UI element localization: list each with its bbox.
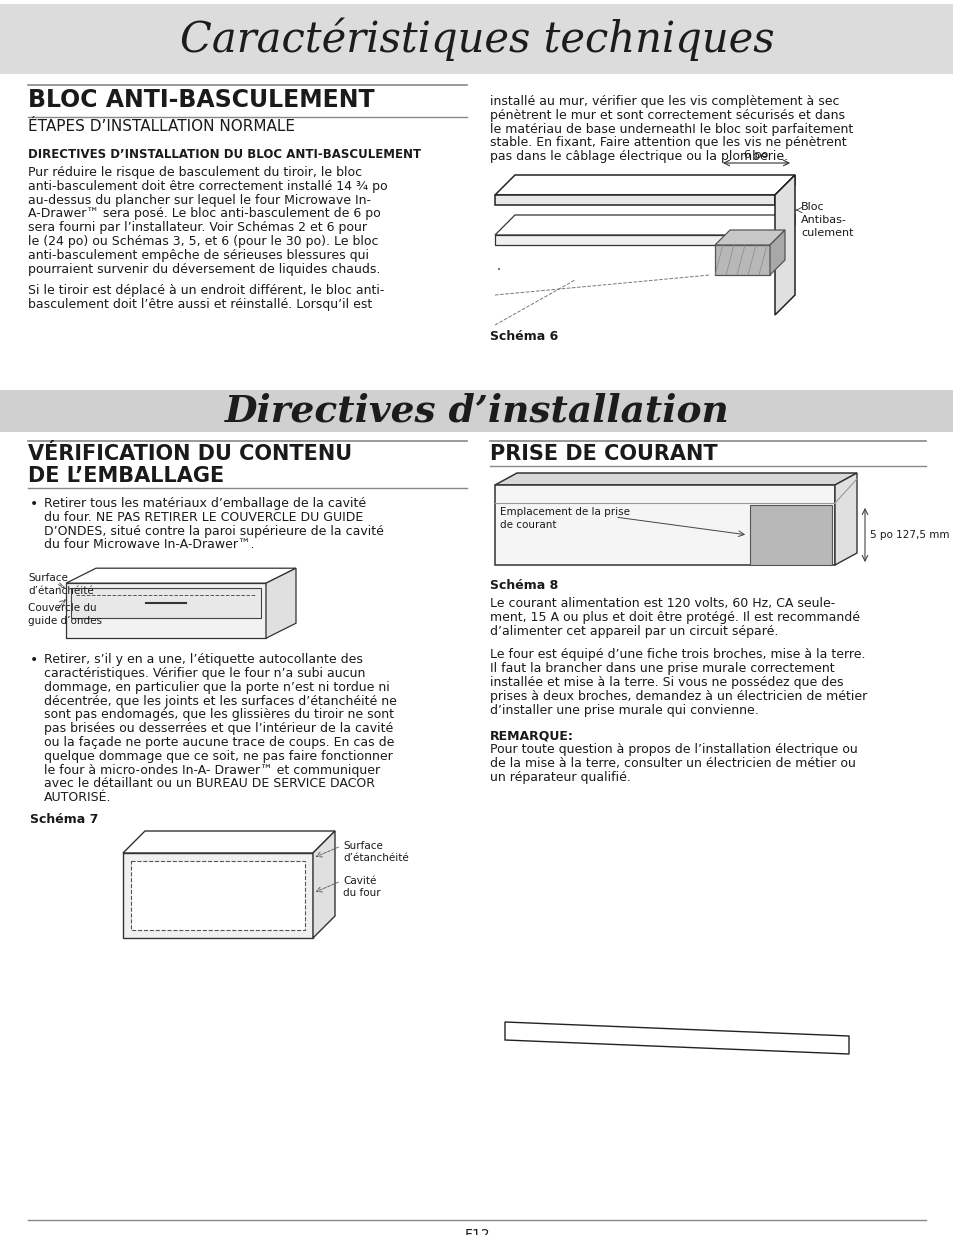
Polygon shape [749,505,831,564]
Text: Schéma 7: Schéma 7 [30,813,98,826]
Polygon shape [71,588,261,619]
Polygon shape [774,175,794,315]
Text: Surface
d’étanchéité: Surface d’étanchéité [28,573,93,595]
Text: ou la façade ne porte aucune trace de coups. En cas de: ou la façade ne porte aucune trace de co… [44,736,394,748]
Polygon shape [504,1023,848,1053]
Text: pas dans le câblage électrique ou la plomberie.: pas dans le câblage électrique ou la plo… [490,151,787,163]
Text: d’installer une prise murale qui convienne.: d’installer une prise murale qui convien… [490,704,758,716]
Text: sera fourni par l’installateur. Voir Schémas 2 et 6 pour: sera fourni par l’installateur. Voir Sch… [28,221,367,235]
Text: Bloc
Antibas-
culement: Bloc Antibas- culement [801,201,853,238]
Text: ment, 15 A ou plus et doit être protégé. Il est recommandé: ment, 15 A ou plus et doit être protégé.… [490,611,859,624]
Text: Schéma 8: Schéma 8 [490,579,558,592]
Text: du four Microwave In-A-Drawer™.: du four Microwave In-A-Drawer™. [44,538,254,551]
Text: F12: F12 [464,1228,489,1235]
Text: dommage, en particulier que la porte n’est ni tordue ni: dommage, en particulier que la porte n’e… [44,680,390,694]
Text: PRISE DE COURANT: PRISE DE COURANT [490,445,717,464]
Text: BLOC ANTI-BASCULEMENT: BLOC ANTI-BASCULEMENT [28,88,375,112]
Bar [0,390,953,432]
Text: A-Drawer™ sera posé. Le bloc anti-basculement de 6 po: A-Drawer™ sera posé. Le bloc anti-bascul… [28,207,380,220]
Text: de la mise à la terre, consulter un électricien de métier ou: de la mise à la terre, consulter un élec… [490,757,855,769]
Text: basculement doit l’être aussi et réinstallé. Lorsqu’il est: basculement doit l’être aussi et réinsta… [28,298,372,311]
Text: décentrée, que les joints et les surfaces d’étanchéité ne: décentrée, que les joints et les surface… [44,694,396,708]
Polygon shape [266,568,295,638]
Text: Schéma 6: Schéma 6 [490,330,558,343]
Text: Si le tiroir est déplacé à un endroit différent, le bloc anti-: Si le tiroir est déplacé à un endroit di… [28,284,384,296]
Polygon shape [774,175,794,205]
Polygon shape [495,485,834,564]
Polygon shape [123,853,313,939]
Text: un réparateur qualifié.: un réparateur qualifié. [490,771,630,784]
Text: D’ONDES, situé contre la paroi supérieure de la cavité: D’ONDES, situé contre la paroi supérieur… [44,525,383,537]
Polygon shape [714,245,769,275]
Text: du four. NE PAS RETIRER LE COUVERCLE DU GUIDE: du four. NE PAS RETIRER LE COUVERCLE DU … [44,511,363,524]
Polygon shape [774,215,794,245]
Polygon shape [714,230,784,245]
Text: Pour toute question à propos de l’installation électrique ou: Pour toute question à propos de l’instal… [490,743,857,756]
Text: Surface
d’étanchéité: Surface d’étanchéité [343,841,408,863]
Polygon shape [495,235,774,245]
Text: prises à deux broches, demandez à un électricien de métier: prises à deux broches, demandez à un éle… [490,690,866,703]
Text: Pur réduire le risque de basculement du tiroir, le bloc: Pur réduire le risque de basculement du … [28,165,362,179]
Text: anti-basculement empêche de sérieuses blessures qui: anti-basculement empêche de sérieuses bl… [28,248,369,262]
Text: Directives d’installation: Directives d’installation [224,393,729,430]
Text: sont pas endomagés, que les glissières du tiroir ne sont: sont pas endomagés, que les glissières d… [44,709,394,721]
Text: Il faut la brancher dans une prise murale correctement: Il faut la brancher dans une prise mural… [490,662,834,676]
Text: ÉTAPES D’INSTALLATION NORMALE: ÉTAPES D’INSTALLATION NORMALE [28,119,294,135]
Polygon shape [769,230,784,275]
Text: Caractéristiques techniques: Caractéristiques techniques [179,17,774,61]
Polygon shape [495,473,856,485]
Text: stable. En fixant, Faire attention que les vis ne pénètrent: stable. En fixant, Faire attention que l… [490,136,845,149]
Text: anti-basculement doit être correctement installé 14 ¾ po: anti-basculement doit être correctement … [28,180,387,193]
Polygon shape [495,215,794,235]
Text: le matériau de base underneathI le bloc soit parfaitement: le matériau de base underneathI le bloc … [490,122,852,136]
Text: Retirer, s’il y en a une, l’étiquette autocollante des: Retirer, s’il y en a une, l’étiquette au… [44,653,362,666]
Text: Le four est équipé d’une fiche trois broches, mise à la terre.: Le four est équipé d’une fiche trois bro… [490,648,864,662]
Text: REMARQUE:: REMARQUE: [490,730,574,742]
Polygon shape [834,473,856,564]
Text: installée et mise à la terre. Si vous ne possédez que des: installée et mise à la terre. Si vous ne… [490,676,842,689]
Polygon shape [313,831,335,939]
Polygon shape [495,195,774,205]
Text: Le courant alimentation est 120 volts, 60 Hz, CA seule-: Le courant alimentation est 120 volts, 6… [490,597,835,610]
Text: installé au mur, vérifier que les vis complètement à sec: installé au mur, vérifier que les vis co… [490,95,839,107]
Text: au-dessus du plancher sur lequel le four Microwave In-: au-dessus du plancher sur lequel le four… [28,194,371,206]
Text: caractéristiques. Vérifier que le four n’a subi aucun: caractéristiques. Vérifier que le four n… [44,667,365,680]
Text: avec le détaillant ou un BUREAU DE SERVICE DACOR: avec le détaillant ou un BUREAU DE SERVI… [44,777,375,790]
Bar [0,4,953,74]
Text: pénètrent le mur et sont correctement sécurisés et dans: pénètrent le mur et sont correctement sé… [490,109,844,122]
Text: DE L’EMBALLAGE: DE L’EMBALLAGE [28,466,224,487]
Text: Cavité
du four: Cavité du four [343,876,380,898]
Polygon shape [495,175,794,195]
Text: DIRECTIVES D’INSTALLATION DU BLOC ANTI-BASCULEMENT: DIRECTIVES D’INSTALLATION DU BLOC ANTI-B… [28,148,420,161]
Text: Emplacement de la prise
de courant: Emplacement de la prise de courant [499,508,629,530]
Text: AUTORISÉ.: AUTORISÉ. [44,792,112,804]
Text: le four à micro-ondes In-A- Drawer™ et communiquer: le four à micro-ondes In-A- Drawer™ et c… [44,763,379,777]
Text: pourraient survenir du déversement de liquides chauds.: pourraient survenir du déversement de li… [28,263,380,275]
Polygon shape [66,568,295,583]
Text: Retirer tous les matériaux d’emballage de la cavité: Retirer tous les matériaux d’emballage d… [44,496,366,510]
Text: le (24 po) ou Schémas 3, 5, et 6 (pour le 30 po). Le bloc: le (24 po) ou Schémas 3, 5, et 6 (pour l… [28,235,378,248]
Text: •: • [497,267,500,273]
Polygon shape [131,861,305,930]
Text: pas brisées ou desserrées et que l’intérieur de la cavité: pas brisées ou desserrées et que l’intér… [44,722,393,735]
Text: •: • [30,653,38,667]
Text: VÉRIFICATION DU CONTENU: VÉRIFICATION DU CONTENU [28,445,352,464]
Polygon shape [66,583,266,638]
Text: 6 po: 6 po [743,149,768,161]
Text: quelque dommage que ce soit, ne pas faire fonctionner: quelque dommage que ce soit, ne pas fair… [44,750,393,763]
Text: •: • [30,496,38,511]
Text: 5 po 127,5 mm: 5 po 127,5 mm [869,530,948,540]
Polygon shape [123,831,335,853]
Text: d’alimenter cet appareil par un circuit séparé.: d’alimenter cet appareil par un circuit … [490,625,778,637]
Text: Couvercle du
guide d’ondes: Couvercle du guide d’ondes [28,603,102,626]
